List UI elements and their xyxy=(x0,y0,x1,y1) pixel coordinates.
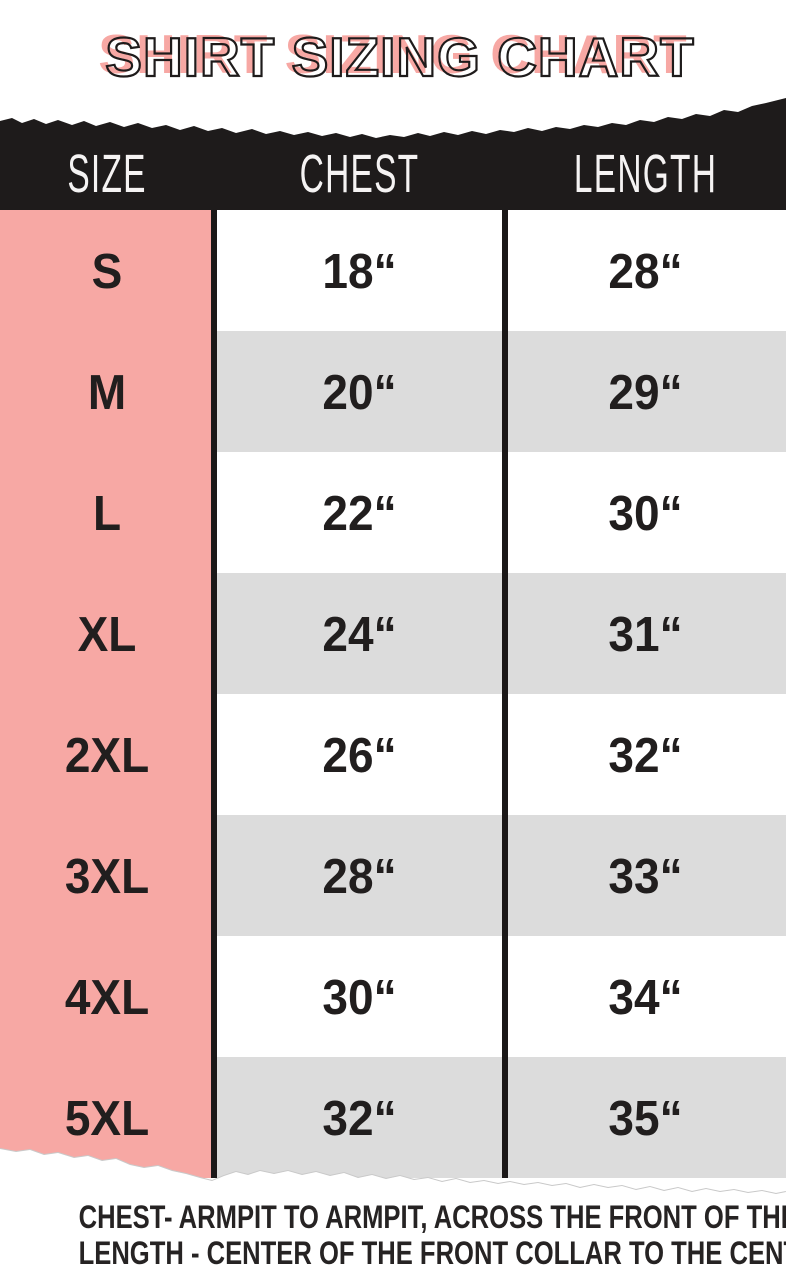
footnotes: CHEST- ARMPIT TO ARMPIT, ACROSS THE FRON… xyxy=(0,1199,786,1272)
table-body: S 18“ 28“ M 20“ 29“ L 22“ xyxy=(0,210,786,1178)
length-value: 28“ xyxy=(608,242,683,299)
chest-value: 26“ xyxy=(322,726,397,783)
size-cell: L xyxy=(0,452,214,573)
size-column-background xyxy=(0,210,214,1178)
torn-paper-bottom-edge xyxy=(0,1148,786,1200)
length-cell: 32“ xyxy=(505,694,786,815)
length-value: 32“ xyxy=(608,726,683,783)
table-row-2xl: 2XL 26“ 32“ xyxy=(0,694,786,815)
footnote-length-definition: LENGTH - CENTER OF THE FRONT COLLAR TO T… xyxy=(78,1234,786,1271)
torn-paper-top-edge xyxy=(0,98,786,212)
column-header-length-label: LENGTH xyxy=(573,144,718,204)
length-cell: 34“ xyxy=(505,936,786,1057)
size-value: 4XL xyxy=(64,968,150,1025)
column-header-size-label: SIZE xyxy=(67,144,147,204)
size-cell: 2XL xyxy=(0,694,214,815)
size-value: 5XL xyxy=(64,1089,150,1146)
chest-value: 22“ xyxy=(322,484,397,541)
chest-value: 28“ xyxy=(322,847,397,904)
length-cell: 35“ xyxy=(505,1057,786,1178)
size-cell: XL xyxy=(0,573,214,694)
chest-value: 20“ xyxy=(322,363,397,420)
column-header-chest: CHEST xyxy=(214,138,505,210)
size-cell: S xyxy=(0,210,214,331)
size-value: 2XL xyxy=(64,726,150,783)
column-header-length: LENGTH xyxy=(505,138,786,210)
table-row-4xl: 4XL 30“ 34“ xyxy=(0,936,786,1057)
column-header-chest-label: CHEST xyxy=(299,144,420,204)
chest-cell: 18“ xyxy=(214,210,505,331)
chest-value: 24“ xyxy=(322,605,397,662)
length-cell: 29“ xyxy=(505,331,786,452)
chest-cell: 24“ xyxy=(214,573,505,694)
length-value: 30“ xyxy=(608,484,683,541)
chest-value: 32“ xyxy=(322,1089,397,1146)
chest-value: 18“ xyxy=(322,242,397,299)
size-value: M xyxy=(87,363,127,420)
size-cell: 4XL xyxy=(0,936,214,1057)
page-title-outline: SHIRT SIZING CHART xyxy=(104,25,695,89)
column-divider-2 xyxy=(502,210,508,1178)
table-row-3xl: 3XL 28“ 33“ xyxy=(0,815,786,936)
length-value: 29“ xyxy=(608,363,683,420)
length-value: 33“ xyxy=(608,847,683,904)
table-header: SIZE CHEST LENGTH xyxy=(0,138,786,210)
table-row-xl: XL 24“ 31“ xyxy=(0,573,786,694)
table-rows: S 18“ 28“ M 20“ 29“ L 22“ xyxy=(0,210,786,1178)
size-cell: 3XL xyxy=(0,815,214,936)
size-value: 3XL xyxy=(64,847,150,904)
page-title-fill: SHIRT SIZING CHART xyxy=(98,23,688,85)
size-value: L xyxy=(92,484,122,541)
length-value: 35“ xyxy=(608,1089,683,1146)
size-cell: 5XL xyxy=(0,1057,214,1178)
chest-cell: 22“ xyxy=(214,452,505,573)
chest-cell: 28“ xyxy=(214,815,505,936)
size-value: XL xyxy=(77,605,137,662)
table-row-l: L 22“ 30“ xyxy=(0,452,786,573)
size-cell: M xyxy=(0,331,214,452)
chest-cell: 26“ xyxy=(214,694,505,815)
footnote-chest-definition: CHEST- ARMPIT TO ARMPIT, ACROSS THE FRON… xyxy=(78,1199,786,1235)
table-row-m: M 20“ 29“ xyxy=(0,331,786,452)
chest-cell: 32“ xyxy=(214,1057,505,1178)
chest-cell: 30“ xyxy=(214,936,505,1057)
column-divider-1 xyxy=(211,210,217,1178)
length-cell: 30“ xyxy=(505,452,786,573)
chest-cell: 20“ xyxy=(214,331,505,452)
length-cell: 31“ xyxy=(505,573,786,694)
length-cell: 28“ xyxy=(505,210,786,331)
length-value: 31“ xyxy=(608,605,683,662)
column-header-size: SIZE xyxy=(0,138,214,210)
page-title: SHIRT SIZING CHART SHIRT SIZING CHART xyxy=(0,22,786,106)
chest-value: 30“ xyxy=(322,968,397,1025)
table-row-s: S 18“ 28“ xyxy=(0,210,786,331)
table-row-5xl: 5XL 32“ 35“ xyxy=(0,1057,786,1178)
size-value: S xyxy=(91,242,123,299)
length-value: 34“ xyxy=(608,968,683,1025)
length-cell: 33“ xyxy=(505,815,786,936)
